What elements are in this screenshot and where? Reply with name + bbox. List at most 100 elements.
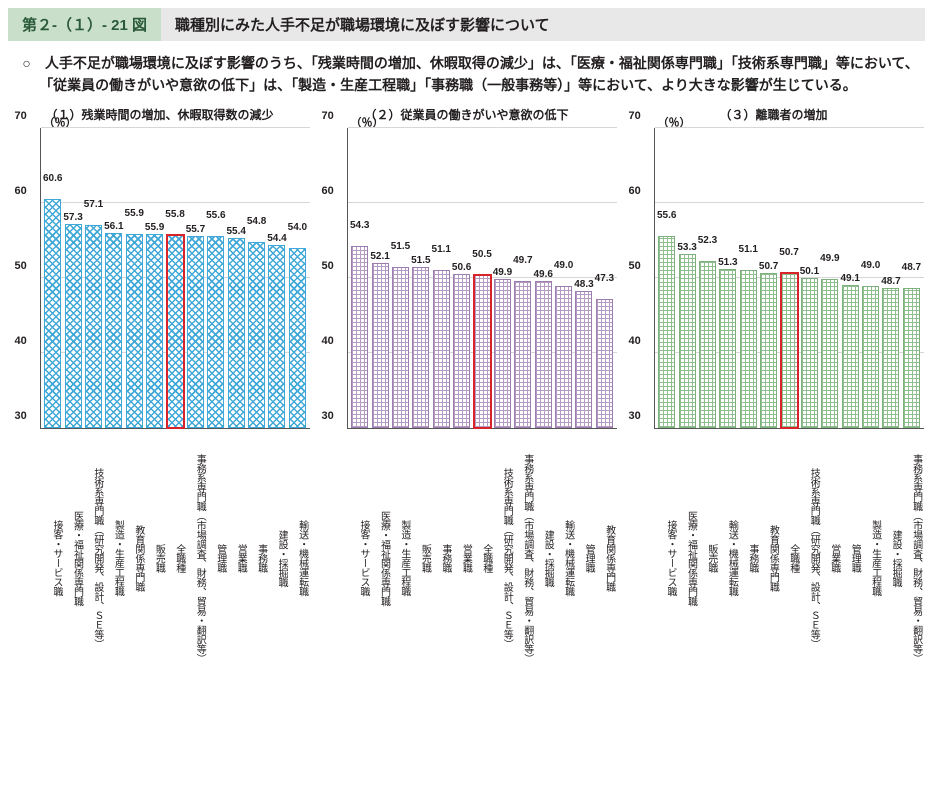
chart-panel: （２）従業員の働きがいや意欲の低下（％）304050607054.352.151… (315, 106, 618, 683)
bar-slot: 60.6 (43, 199, 63, 429)
bar-slot: 50.6 (451, 274, 471, 429)
bar: 51.1 (740, 270, 757, 428)
x-label: 技術系専門職（研究開発、設計、ＳＥ等） (492, 429, 512, 683)
bar-value-label: 50.7 (779, 247, 798, 258)
grid-line (41, 127, 310, 128)
bar-slot: 56.1 (104, 233, 124, 429)
bar-value-label: 60.6 (43, 173, 62, 184)
bar: 50.1 (801, 278, 818, 429)
x-label: 全職種 (778, 429, 798, 683)
bar-slot: 54.0 (287, 248, 307, 428)
figure-header: 第２-（１）- 21 図 職種別にみた人手不足が職場環境に及ぼす影響について (8, 8, 925, 41)
x-label: 医療・福祉関係専門職 (62, 429, 82, 683)
bar: 50.7 (781, 273, 798, 428)
y-tick-label: 40 (15, 335, 27, 347)
x-label: 全職種 (471, 429, 491, 683)
bar: 55.8 (167, 235, 184, 429)
bar-slot: 51.5 (411, 267, 431, 428)
x-label: 営業職 (819, 429, 839, 683)
bar-value-label: 55.4 (226, 226, 245, 237)
x-label: 建設・採掘職 (533, 429, 553, 683)
y-tick-label: 60 (629, 185, 641, 197)
y-tick-label: 30 (322, 410, 334, 422)
bar: 55.6 (207, 236, 224, 428)
x-label: 営業職 (226, 429, 246, 683)
bar-value-label: 54.0 (288, 222, 307, 233)
x-label: 教育関係専門職 (758, 429, 778, 683)
x-axis-labels: 接客・サービス職医療・福祉関係専門職製造・生産工程職販売職事務職営業職全職種技術… (347, 429, 617, 683)
bar-value-label: 49.9 (493, 267, 512, 278)
bar: 49.1 (842, 285, 859, 428)
bar: 49.9 (494, 279, 511, 428)
y-tick-label: 50 (629, 260, 641, 272)
bar-slot: 55.9 (144, 234, 164, 428)
grid-line (348, 202, 617, 203)
bar: 55.7 (187, 236, 204, 429)
bar-slot: 49.6 (533, 281, 553, 428)
bar: 48.7 (903, 288, 920, 428)
bar-slot: 47.3 (594, 299, 614, 429)
x-label: 販売職 (144, 429, 164, 683)
x-label: 教育関係専門職 (594, 429, 614, 683)
bar-slot: 49.0 (860, 286, 880, 429)
bar: 49.6 (535, 281, 552, 428)
bar-value-label: 56.1 (104, 221, 123, 232)
y-tick-label: 50 (322, 260, 334, 272)
x-label: 販売職 (696, 429, 716, 683)
plot-area: 304050607060.657.357.156.155.955.955.855… (40, 128, 310, 429)
bar: 49.0 (555, 286, 572, 429)
bar: 50.5 (474, 275, 491, 429)
bar-slot: 55.6 (206, 236, 226, 428)
bar-slot: 50.7 (758, 273, 778, 428)
x-label: 輸送・機械運転職 (717, 429, 737, 683)
y-tick-label: 60 (322, 185, 334, 197)
y-tick-label: 70 (322, 110, 334, 122)
bar-slot: 53.3 (677, 254, 697, 429)
y-tick-label: 60 (15, 185, 27, 197)
x-axis-labels: 接客・サービス職医療・福祉関係専門職販売職輸送・機械運転職事務職教育関係専門職全… (654, 429, 924, 683)
x-label: 管理職 (205, 429, 225, 683)
chart-panel: （１）残業時間の増加、休暇取得数の減少（％）304050607060.657.3… (8, 106, 311, 683)
panel-title: （３）離職者の増加 (719, 106, 827, 122)
bar: 51.3 (719, 269, 736, 429)
bar-value-label: 49.1 (840, 273, 859, 284)
chart-wrap: （％）304050607060.657.357.156.155.955.955.… (10, 128, 310, 683)
bar: 54.8 (248, 242, 265, 428)
bar: 55.4 (228, 238, 245, 429)
bar-value-label: 51.3 (718, 257, 737, 268)
bar-value-label: 50.6 (452, 262, 471, 273)
bar: 50.7 (760, 273, 777, 428)
bar-slot: 57.1 (83, 225, 103, 428)
x-axis-labels: 接客・サービス職医療・福祉関係専門職技術系専門職（研究開発、設計、ＳＥ等）製造・… (40, 429, 310, 683)
bar-slot: 51.1 (738, 270, 758, 428)
bar-slot: 49.7 (513, 281, 533, 429)
x-label: 事務系専門職（市場調査、財務、貿易・翻訳等） (901, 429, 921, 683)
bar-value-label: 55.6 (657, 210, 676, 221)
x-label: 建設・採掘職 (267, 429, 287, 683)
bar-value-label: 49.7 (513, 255, 532, 266)
x-label: 事務系専門職（市場調査、財務、貿易・翻訳等） (185, 429, 205, 683)
x-label: 医療・福祉関係専門職 (369, 429, 389, 683)
bar-slot: 55.9 (124, 234, 144, 428)
y-tick-label: 40 (322, 335, 334, 347)
bar-value-label: 49.9 (820, 253, 839, 264)
y-tick-label: 70 (15, 110, 27, 122)
bar-value-label: 54.3 (350, 220, 369, 231)
bar-value-label: 52.1 (370, 251, 389, 262)
bar-slot: 55.4 (226, 238, 246, 429)
x-label: 全職種 (164, 429, 184, 683)
bar: 47.3 (596, 299, 613, 429)
bar: 51.5 (412, 267, 429, 428)
bar-slot: 49.0 (553, 286, 573, 429)
bar: 56.1 (105, 233, 122, 429)
bar-slot: 48.7 (901, 288, 921, 428)
bar-value-label: 52.3 (698, 235, 717, 246)
bar: 49.7 (514, 281, 531, 429)
bar: 51.1 (433, 270, 450, 428)
bar-value-label: 57.3 (63, 212, 82, 223)
bar-slot: 48.3 (574, 291, 594, 428)
bar-value-label: 48.3 (574, 279, 593, 290)
x-label: 輸送・機械運転職 (553, 429, 573, 683)
bar-slot: 50.7 (779, 273, 799, 428)
bar: 55.6 (658, 236, 675, 428)
